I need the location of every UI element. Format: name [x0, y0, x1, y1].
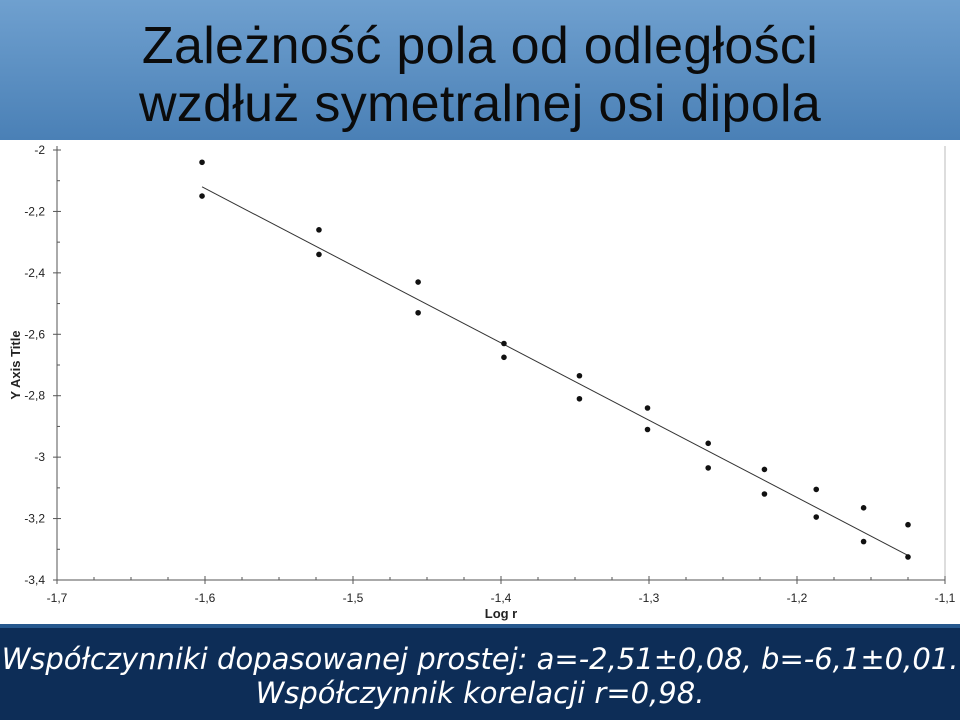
title-background	[0, 0, 960, 140]
data-point	[501, 340, 507, 347]
data-point	[860, 538, 867, 545]
data-point	[501, 354, 507, 361]
data-point	[761, 466, 768, 473]
x-tick-label: -1,5	[343, 591, 364, 605]
x-tick-label: -1,3	[639, 591, 660, 605]
correlation-text: Współczynnik korelacji r=0,98.	[255, 676, 705, 710]
data-point	[576, 372, 583, 379]
fit-line	[201, 186, 909, 556]
y-tick-label: -2	[34, 143, 45, 157]
footer: Współczynniki dopasowanej prostej: a=-2,…	[0, 628, 960, 720]
data-point	[705, 465, 711, 471]
data-point	[705, 440, 711, 447]
data-point	[316, 251, 322, 258]
data-point	[199, 193, 205, 199]
y-tick-label: -2,6	[24, 327, 45, 341]
data-point	[905, 521, 911, 528]
y-axis-title: Y Axis Title	[8, 330, 23, 399]
data-point	[644, 405, 651, 411]
data-point	[415, 279, 421, 285]
chart-area: -2 -2,2 -2,4 -2,6 -2,8 -3 -3,2 -3,4 -1,7 -1,6 -1,5…	[0, 140, 960, 624]
x-tick-label: -1,4	[491, 591, 512, 605]
data-point	[316, 227, 322, 233]
y-tick-label: -3,2	[24, 512, 45, 526]
x-tick-label: -1,1	[935, 591, 956, 605]
data-point	[415, 309, 421, 316]
y-tick-label: -2,8	[24, 389, 45, 403]
data-point	[905, 554, 911, 560]
data-point	[761, 491, 768, 497]
x-tick-label: -1,7	[47, 591, 68, 605]
y-tick-label: -2,4	[24, 266, 45, 280]
data-point	[860, 505, 867, 511]
data-point	[199, 159, 205, 166]
fit-coefficients-text: Współczynniki dopasowanej prostej: a=-2,…	[1, 642, 959, 676]
x-axis-title: Log r	[485, 606, 518, 621]
scatter-chart: -2 -2,2 -2,4 -2,6 -2,8 -3 -3,2 -3,4-1,7 -1,6 -1,5…	[8, 143, 956, 621]
y-tick-label: -3,4	[24, 573, 45, 587]
x-tick-label: -1,2	[787, 591, 808, 605]
y-tick-label: -3	[34, 450, 45, 464]
data-point	[576, 395, 583, 402]
data-point	[644, 426, 651, 433]
title-line-1: Zależność pola od odległości	[141, 17, 819, 75]
title-line-2: wzdłuż symetralnej osi dipola	[138, 75, 822, 133]
x-tick-label: -1,6	[195, 591, 216, 605]
data-point	[813, 514, 820, 520]
slide-title: Zależność pola od odległości wzdłuż syme…	[0, 10, 960, 140]
y-tick-label: -2,2	[24, 204, 45, 218]
data-point	[813, 486, 820, 493]
